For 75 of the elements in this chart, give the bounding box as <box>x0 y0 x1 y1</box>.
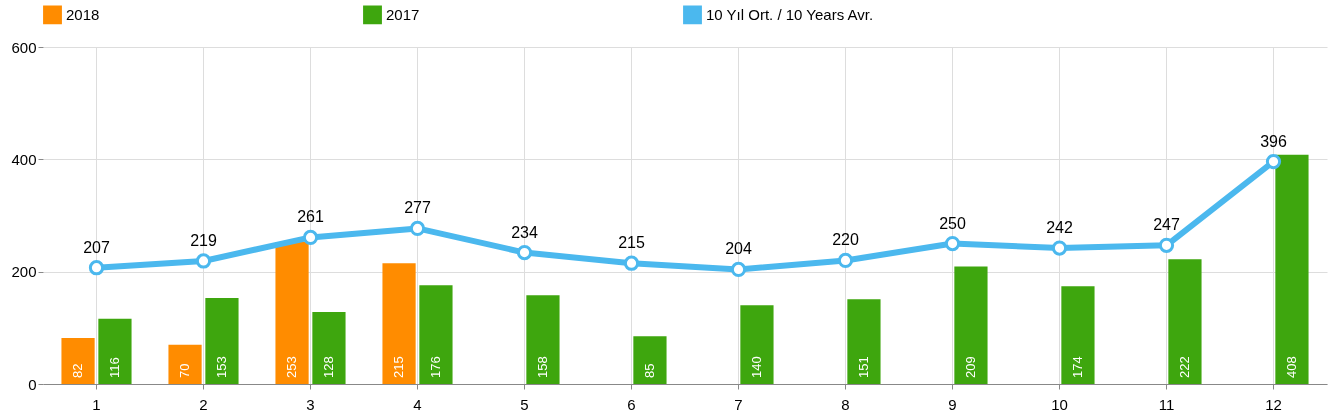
bar <box>847 299 881 384</box>
bar <box>205 298 239 384</box>
x-tick-label: 11 <box>1158 395 1175 413</box>
bar <box>98 318 132 384</box>
legend-label: 2017 <box>386 5 420 23</box>
data-label: 116 <box>106 357 122 378</box>
bar <box>312 312 346 384</box>
y-tick-label: 400 <box>11 150 37 168</box>
data-label: 215 <box>618 234 645 252</box>
data-label: 207 <box>83 238 110 256</box>
point <box>623 255 640 271</box>
data-label: 151 <box>855 356 871 378</box>
data-label: 253 <box>284 356 300 378</box>
point <box>516 244 533 261</box>
point <box>1051 240 1068 256</box>
data-label: 234 <box>511 223 538 241</box>
data-label: 222 <box>1176 356 1192 378</box>
x-tick-label: 4 <box>413 395 422 413</box>
data-label: 215 <box>391 356 407 378</box>
data-label: 174 <box>1069 356 1085 378</box>
data-label: 277 <box>404 199 431 217</box>
data-label: 242 <box>1046 219 1073 237</box>
legend-label: 2018 <box>66 5 100 23</box>
bar <box>419 285 453 384</box>
data-label: 176 <box>427 356 443 378</box>
data-label: 219 <box>190 231 217 249</box>
bar <box>633 336 667 384</box>
data-label: 82 <box>70 363 86 378</box>
data-label: 70 <box>177 363 193 378</box>
bar <box>1275 154 1309 384</box>
bar <box>526 295 560 384</box>
x-tick-label: 5 <box>520 395 529 413</box>
x-tick-label: 2 <box>199 395 208 413</box>
data-label: 204 <box>725 240 752 258</box>
y-tick-label: 0 <box>28 375 37 393</box>
x-tick-label: 8 <box>841 395 850 413</box>
bar <box>61 337 95 384</box>
bar <box>740 305 774 384</box>
x-tick-label: 7 <box>734 395 743 413</box>
data-label: 158 <box>534 356 550 378</box>
data-label: 140 <box>748 356 764 378</box>
data-label: 128 <box>320 356 336 378</box>
data-label: 408 <box>1283 356 1299 378</box>
x-tick-label: 3 <box>306 395 315 413</box>
point <box>837 252 854 269</box>
data-label: 209 <box>962 356 978 378</box>
point <box>88 260 105 276</box>
x-tick-label: 9 <box>948 395 957 413</box>
data-label: 85 <box>641 363 657 378</box>
bar <box>382 263 416 384</box>
data-label: 247 <box>1153 216 1180 234</box>
bar <box>1061 286 1095 384</box>
point <box>302 229 319 246</box>
data-label: 261 <box>297 208 324 226</box>
point <box>944 235 961 252</box>
point <box>1158 237 1175 253</box>
data-label: 250 <box>939 214 966 232</box>
point <box>730 261 747 278</box>
y-tick-label: 200 <box>11 263 37 281</box>
legend-label: 10 Yıl Ort. / 10 Years Avr. <box>706 5 874 23</box>
y-tick-label: 600 <box>11 38 37 56</box>
bar <box>168 344 202 384</box>
x-tick-label: 10 <box>1051 395 1068 413</box>
x-tick-label: 6 <box>627 395 636 413</box>
bar <box>1168 259 1202 384</box>
point <box>1265 153 1282 170</box>
point <box>195 253 212 269</box>
data-label: 220 <box>832 231 859 249</box>
bar <box>275 241 309 384</box>
data-label: 153 <box>213 356 229 378</box>
bar <box>954 266 988 384</box>
data-label: 396 <box>1260 132 1287 150</box>
point <box>409 220 426 237</box>
x-tick-label: 1 <box>92 395 101 413</box>
x-tick-label: 12 <box>1265 395 1282 413</box>
